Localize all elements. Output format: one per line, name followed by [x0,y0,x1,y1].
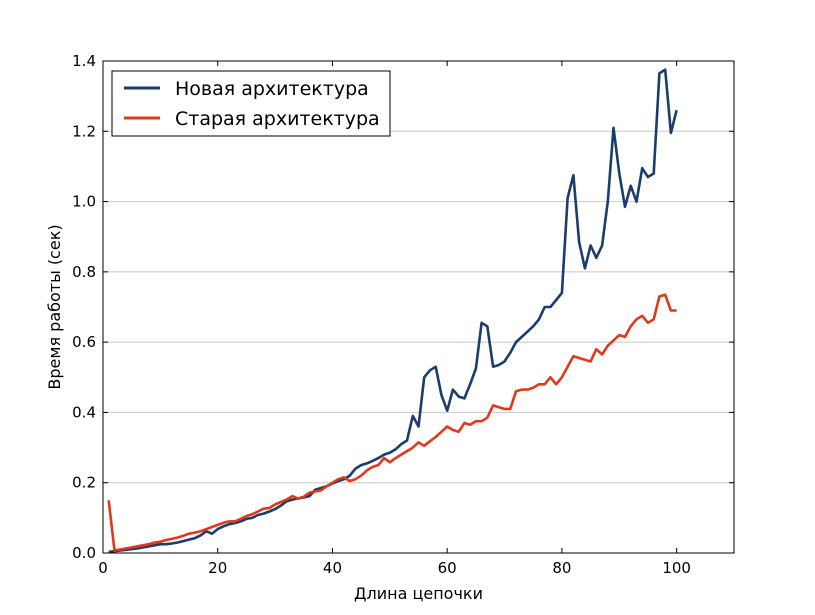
series-line-old [107,293,677,552]
x-tick-label: 60 [438,559,457,577]
x-tick-label: 20 [208,559,227,577]
y-tick-label: 0.8 [72,263,96,281]
y-tick-label: 0.6 [72,333,96,351]
x-tick-label: 0 [98,559,108,577]
x-axis-label: Длина цепочки [354,584,483,603]
axis-ticks: 0.0 0.2 0.4 0.6 0.8 1.0 1.2 1.4 0 20 40 60 80 100 [72,52,734,577]
series-lines [107,68,678,554]
y-tick-label: 1.2 [72,122,96,140]
series-line-new [108,68,678,554]
y-tick-label: 0.0 [72,544,96,562]
legend: Новая архитектура Старая архитектура [111,70,391,137]
x-tick-label: 80 [552,559,571,577]
y-tick-label: 1.4 [72,52,96,70]
y-axis-label: Время работы (сек) [45,224,64,389]
x-tick-label: 40 [323,559,342,577]
x-tick-label: 100 [662,559,691,577]
y-tick-label: 0.2 [72,474,96,492]
plot-frame [102,60,735,554]
legend-label-new: Новая архитектура [175,78,369,100]
legend-label-old: Старая архитектура [175,108,380,130]
y-tick-label: 1.0 [72,193,96,211]
y-tick-label: 0.4 [72,403,96,421]
legend-box [111,70,391,137]
